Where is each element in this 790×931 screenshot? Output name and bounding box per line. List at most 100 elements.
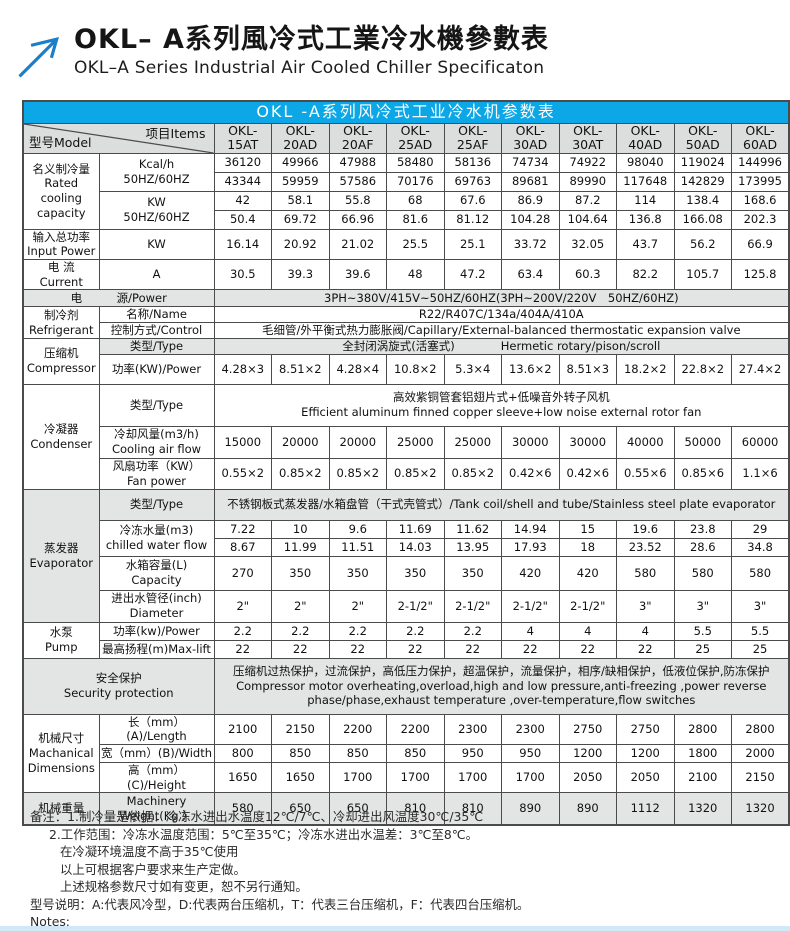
value-cell: 82.2 <box>616 258 675 291</box>
value-cell: 4 <box>558 621 617 641</box>
table-row: 制冷剂 Refrigerant 名称/Name R22/R407C/134a/404… <box>22 306 790 339</box>
value-cell: 580 <box>213 792 272 826</box>
table-row: 安全保护 Security protection 压缩机过热保护，过流保护，高低压… <box>22 657 790 715</box>
value-cell: 22 <box>271 639 330 659</box>
value-cell: 1112 <box>616 792 675 826</box>
value-cell: 压缩机过热保护，过流保护，高低压力保护，超温保护，流量保护，相序/缺相保护，低液… <box>213 657 790 715</box>
item-label-cell: 进出水管径(inch) Diameter <box>98 589 215 623</box>
value-cell: 8.67 <box>213 537 272 557</box>
value-cell: 13.95 <box>443 537 502 557</box>
value-cell: 66.96 <box>328 209 387 230</box>
item-label-cell: 类型/Type <box>98 337 215 355</box>
value-cell: 0.85×2 <box>386 457 445 490</box>
value-cell: 30000 <box>558 425 617 459</box>
note-line: Notes: <box>30 914 70 929</box>
value-cell: 3PH~380V/415V~50HZ/60HZ(3PH~200V/220V 50… <box>213 289 790 308</box>
item-label-cell: KW 50HZ/60HZ <box>98 190 215 230</box>
model-header-cell: OKL- 30AD <box>501 122 560 154</box>
value-cell: 74922 <box>558 152 617 173</box>
value-cell: 136.8 <box>616 209 675 230</box>
value-cell: 7.22 <box>213 519 272 539</box>
value-cell: 11.99 <box>271 537 330 557</box>
value-cell: 850 <box>328 743 387 763</box>
value-cell: 15000 <box>213 425 272 459</box>
value-cell: 2200 <box>328 713 387 745</box>
value-cell: 2300 <box>501 713 560 745</box>
value-cell: 58136 <box>443 152 502 173</box>
note-line: 上述规格参数尺寸如有变更，恕不另行通知。 <box>60 879 308 894</box>
item-label-cell: 电 源/Power <box>22 289 215 308</box>
value-cell: 3" <box>731 589 790 623</box>
value-cell: 850 <box>386 743 445 763</box>
value-cell: 2" <box>271 589 330 623</box>
value-cell: 166.08 <box>673 209 732 230</box>
table-row: 控制方式/Control 毛细管/外平衡式热力膨胀阀/Capillary/Exte… <box>23 322 790 339</box>
value-cell: 25 <box>731 639 790 659</box>
model-header-cell: OKL- 20AD <box>271 122 330 154</box>
note-line: 以上可根据客户要求来生产定做。 <box>60 861 246 877</box>
value-cell: 69763 <box>443 171 502 192</box>
value-cell: 58480 <box>386 152 445 173</box>
table-row: 最高扬程(m)Max-lift 22 22 22 22 22 22 22 22 25 25 <box>23 639 790 659</box>
value-cell: 117648 <box>616 171 675 192</box>
value-cell: 11.62 <box>443 519 502 539</box>
value-cell: 42 <box>213 190 272 211</box>
value-cell: 8.51×2 <box>271 353 330 385</box>
table-row: 名义制冷量 Rated cooling capacity Kcal/h 50HZ/… <box>22 152 790 230</box>
value-cell: 0.42×6 <box>558 457 617 490</box>
table-row: 冷却风量(m3/h) Cooling air flow 15000 20000 200… <box>23 425 790 459</box>
table-row: 蒸发器 Evaporator 类型/Type 不锈钢板式蒸发器/水箱盘管（干式壳管式… <box>22 488 790 623</box>
value-cell: 98040 <box>616 152 675 173</box>
value-cell: 全封闭涡旋式(活塞式) Hermetic rotary/pison/scroll <box>213 337 790 355</box>
value-cell: 270 <box>213 555 272 591</box>
item-label-cell: 冷却风量(m3/h) Cooling air flow <box>98 425 215 459</box>
value-cell: 114 <box>616 190 675 211</box>
section-label-cell: 安全保护 Security protection <box>22 657 215 715</box>
value-cell: 22 <box>213 639 272 659</box>
value-cell: 2200 <box>386 713 445 745</box>
table-row: 电 流 Current A 30.5 39.3 39.6 48 47.2 63.4 60.3 82… <box>22 258 790 291</box>
value-cell: 43.7 <box>616 228 675 260</box>
value-cell: 67.6 <box>443 190 502 211</box>
model-header-cell: OKL- 30AT <box>558 122 617 154</box>
section-label-cell: 制冷剂 Refrigerant <box>22 306 100 339</box>
value-cell: 66.9 <box>731 228 790 260</box>
value-cell: 0.55×2 <box>213 457 272 490</box>
table-row: 50.4 69.72 66.96 81.6 81.12 104.28 104.64 136.8… <box>23 209 790 230</box>
value-cell: 1700 <box>328 761 387 794</box>
value-cell: 25.1 <box>443 228 502 260</box>
value-cell: 350 <box>328 555 387 591</box>
item-label-cell: 最高扬程(m)Max-lift <box>98 639 215 659</box>
value-cell: 2.2 <box>443 621 502 641</box>
value-cell: 890 <box>501 792 560 826</box>
table-row: 冷凝器 Condenser 类型/Type 高效紫铜管套铝翅片式+低噪音外转子风机 … <box>22 383 790 490</box>
table-row: 风扇功率（KW） Fan power 0.55×2 0.85×2 0.85×2 0.85… <box>23 457 790 490</box>
value-cell: 30.5 <box>213 258 272 291</box>
page-header: OKL– A系列風冷式工業冷水機參數表 OKL–A Series Industr… <box>16 24 549 86</box>
value-cell: 22 <box>443 639 502 659</box>
value-cell: 59959 <box>271 171 330 192</box>
value-cell: 0.85×2 <box>328 457 387 490</box>
value-cell: 36120 <box>213 152 272 173</box>
table-row: KW 50HZ/60HZ 42 58.1 55.8 68 67.6 86.9 87.2 114 1… <box>23 190 790 230</box>
value-cell: 毛细管/外平衡式热力膨胀阀/Capillary/External-balance… <box>213 322 790 339</box>
value-cell: 2750 <box>616 713 675 745</box>
value-cell: 14.03 <box>386 537 445 557</box>
value-cell: 18.2×2 <box>616 353 675 385</box>
value-cell: 119024 <box>673 152 732 173</box>
table-row: 水箱容量(L) Capacity 270 350 350 350 350 420 420 580… <box>23 555 790 591</box>
value-cell: 2-1/2" <box>558 589 617 623</box>
table-row: 功率(KW)/Power 4.28×3 8.51×2 4.28×4 10.8×2 5.3×… <box>23 353 790 385</box>
spec-table-body: OKL -A系列风冷式工业冷水机参数表 型号Model 项目Items OKL- 15… <box>22 100 790 826</box>
value-cell: 39.3 <box>271 258 330 291</box>
table-title: OKL -A系列风冷式工业冷水机参数表 <box>22 100 790 124</box>
table-row: 压缩机 Compressor 类型/Type 全封闭涡旋式(活塞式) Hermeti… <box>22 337 790 385</box>
table-row: 型号Model 项目Items OKL- 15AT OKL- 20AD OKL- 20A… <box>22 122 790 154</box>
value-cell: 32.05 <box>558 228 617 260</box>
table-row: 电 源/Power 3PH~380V/415V~50HZ/60HZ(3PH~200… <box>22 289 790 308</box>
title-block: OKL– A系列風冷式工業冷水機參數表 OKL–A Series Industr… <box>74 24 549 78</box>
value-cell: 1700 <box>443 761 502 794</box>
table-row: 输入总功率 Input Power KW 16.14 20.92 21.02 25.5 25… <box>22 228 790 260</box>
value-cell: 21.02 <box>328 228 387 260</box>
value-cell: 2800 <box>731 713 790 745</box>
